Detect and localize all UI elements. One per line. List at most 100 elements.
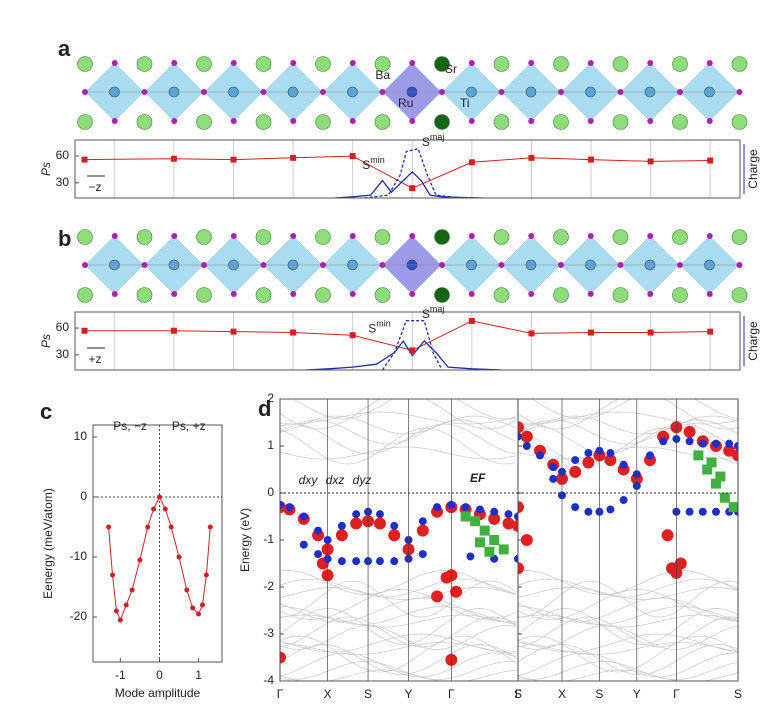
oxygen (409, 233, 416, 239)
weight-marker (606, 505, 615, 514)
weight-marker (514, 512, 518, 521)
band-bg (280, 578, 517, 598)
weight-marker (728, 502, 738, 513)
y-tick-label: -3 (263, 626, 274, 640)
oxygen (379, 262, 386, 268)
point (528, 154, 535, 161)
y2-axis-label: Charge (746, 321, 760, 361)
point (468, 317, 475, 324)
oxygen (528, 118, 535, 124)
oxygen (82, 262, 88, 268)
band-bg (518, 589, 738, 620)
oxygen (468, 60, 475, 66)
a-site (672, 114, 688, 130)
weight-marker (661, 529, 674, 542)
oxygen (528, 233, 535, 239)
a-site (731, 287, 748, 303)
series-line (381, 320, 443, 370)
plot-area (280, 399, 518, 681)
point (230, 328, 237, 335)
annotation-text: Ps, −z (113, 419, 147, 433)
band-bg (280, 633, 517, 653)
a-site (315, 287, 331, 303)
oxygen (201, 262, 207, 268)
weight-marker (723, 444, 736, 457)
weight-marker (518, 421, 524, 434)
y-axis-label: Energy (eV) (238, 508, 252, 572)
oxygen (260, 262, 267, 268)
weight-marker (352, 510, 361, 519)
panel-letter: b (58, 226, 71, 251)
weight-marker (431, 590, 444, 603)
oxygen (558, 262, 564, 268)
oxygen (468, 233, 475, 239)
weight-marker (373, 517, 386, 530)
weight-marker (498, 544, 509, 555)
oxygen (439, 89, 445, 95)
series-line (84, 320, 711, 351)
oxygen (171, 291, 178, 297)
point (184, 587, 190, 593)
weight-marker (549, 463, 558, 472)
oxygen (587, 60, 594, 66)
series-line (334, 170, 484, 198)
a-site (612, 56, 629, 72)
weight-marker (719, 492, 730, 503)
weight-marker (504, 510, 513, 519)
fermi-label: EF (470, 471, 486, 485)
a-site (672, 287, 688, 303)
x-tick-label: Γ (673, 687, 680, 701)
band-bg (280, 608, 517, 645)
band-bg (518, 644, 738, 675)
oxygen (439, 262, 445, 268)
oxygen (409, 118, 416, 124)
band-bg (280, 652, 517, 678)
oxygen (111, 233, 118, 239)
oxygen (171, 233, 178, 239)
band-bg (518, 580, 738, 618)
oxygen (349, 233, 356, 239)
a-site (255, 114, 272, 130)
a-site (77, 229, 93, 245)
band-bg (280, 661, 517, 680)
oxygen (230, 60, 237, 66)
oxygen (468, 118, 475, 124)
oxygen (111, 291, 118, 297)
point (409, 185, 416, 192)
point (588, 329, 595, 336)
a-site (434, 56, 450, 72)
weight-marker (706, 457, 717, 468)
a-site (493, 114, 510, 130)
oxygen (528, 60, 535, 66)
a-site (493, 56, 510, 72)
annotation: Smaj (422, 304, 445, 321)
oxygen (379, 89, 386, 95)
band-bg (280, 415, 517, 435)
point (409, 347, 416, 354)
a-site (553, 56, 569, 72)
oxygen (468, 291, 475, 297)
a-site (374, 287, 391, 303)
a-site (315, 114, 331, 130)
point (468, 159, 475, 166)
weight-marker (732, 449, 738, 462)
a-site (136, 114, 153, 130)
weight-marker (571, 456, 580, 465)
weight-marker (698, 439, 707, 448)
weight-marker (683, 425, 696, 438)
band-bg (518, 669, 738, 681)
oxygen (290, 291, 297, 297)
series-line (84, 155, 711, 189)
a-site (136, 229, 153, 245)
a-site (315, 56, 331, 72)
point (170, 155, 177, 162)
y-tick-label: 0 (267, 485, 274, 499)
weight-marker (280, 651, 286, 664)
a-site (374, 56, 391, 72)
weight-marker (584, 507, 593, 516)
y-tick-label: -2 (263, 579, 274, 593)
